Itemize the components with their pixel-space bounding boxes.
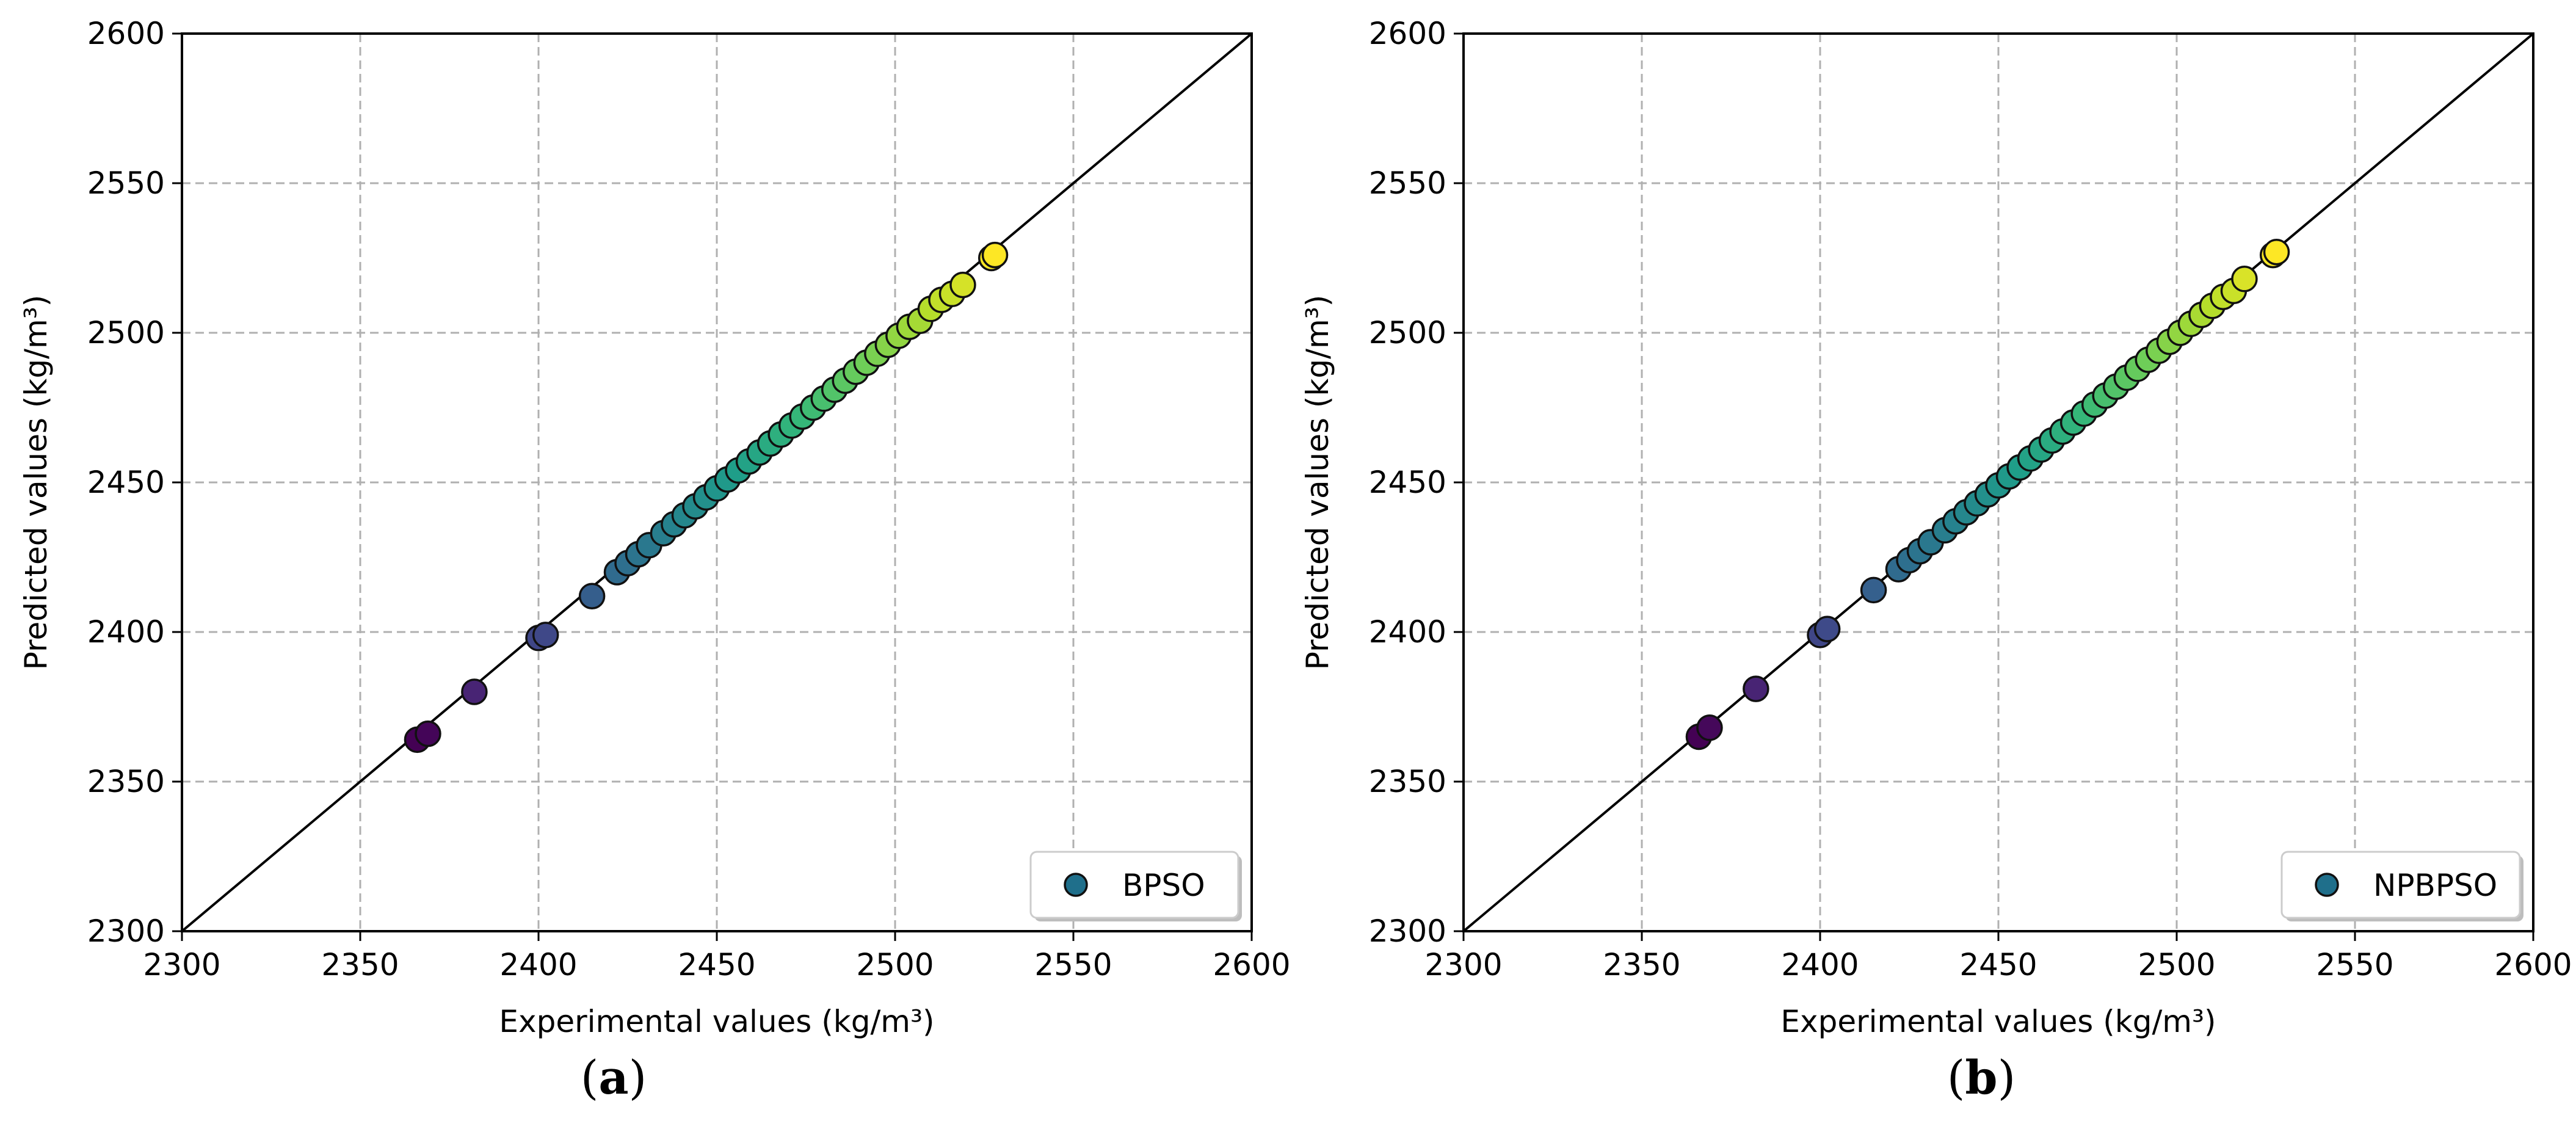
- panel-a-xtick-label-3: 2450: [678, 947, 755, 983]
- panel-b-ytick-label-5: 2550: [1369, 165, 1446, 201]
- panel-a-ytick-label-1: 2350: [87, 764, 165, 799]
- panel-a-chart: 2300 2350 2400 2450 2500 2550 2600 2300 2350 2400…: [18, 16, 1291, 1039]
- panel-b-xtick-label-4: 2500: [2138, 947, 2215, 983]
- caption-a-close: ): [628, 1050, 647, 1105]
- panel-b-ytick-label-0: 2300: [1369, 914, 1446, 949]
- panel-b-legend: NPBPSO: [2280, 851, 2523, 921]
- panel-caption-a: (a): [581, 1050, 647, 1105]
- panel-caption-b: (b): [1947, 1050, 2015, 1105]
- panel-a-ytick-label-2: 2400: [87, 614, 165, 650]
- panel-a-legend-marker: [1064, 873, 1088, 897]
- panel-b-point-40: [2263, 238, 2290, 266]
- caption-a-letter: a: [598, 1050, 629, 1105]
- panel-a-x-axis-title: Experimental values (kg/m³): [499, 1004, 934, 1039]
- panel-a-point-40: [981, 241, 1009, 269]
- panel-a-point-2: [461, 678, 488, 705]
- panel-b-y-axis-title: Predicted values (kg/m³): [1300, 295, 1335, 670]
- panel-a-legend: BPSO: [1029, 851, 1242, 921]
- panel-b-xtick-label-0: 2300: [1424, 947, 1502, 983]
- panel-b-ytick-label-6: 2600: [1369, 16, 1446, 51]
- panel-b-ytick-label-3: 2450: [1369, 465, 1446, 500]
- panel-a-ytick-label-4: 2500: [87, 315, 165, 351]
- panel-a-xtick-label-1: 2350: [321, 947, 399, 983]
- panel-a-xtick-label-0: 2300: [143, 947, 220, 983]
- panel-b-point-5: [1860, 576, 1887, 604]
- panel-a-ytick-label-6: 2600: [87, 16, 165, 51]
- panel-b-xtick-label-6: 2600: [2494, 947, 2572, 983]
- panel-b-point-4: [1813, 616, 1841, 642]
- panel-a-xtick-label-5: 2550: [1034, 947, 1112, 983]
- panel-a-point-5: [578, 583, 606, 609]
- panel-a-point-38: [949, 271, 976, 299]
- panel-b-xtick-label-3: 2450: [1959, 947, 2037, 983]
- panel-a-ytick-label-5: 2550: [87, 165, 165, 201]
- panel-a-ytick-label-0: 2300: [87, 914, 165, 949]
- panel-b-ytick-label-4: 2500: [1369, 315, 1446, 351]
- panel-a-xtick-label-6: 2600: [1213, 947, 1290, 983]
- panel-a-legend-label: BPSO: [1122, 868, 1205, 903]
- panel-b-x-axis-title: Experimental values (kg/m³): [1780, 1004, 2216, 1039]
- panel-b-legend-marker: [2315, 873, 2339, 897]
- panel-b-ytick-label-2: 2400: [1369, 614, 1446, 650]
- panel-b-point-1: [1696, 714, 1723, 741]
- panel-b-point-2: [1743, 675, 1769, 702]
- caption-b-letter: b: [1965, 1050, 1998, 1105]
- panel-b-legend-box: [2280, 851, 2521, 919]
- caption-b-open: (: [1947, 1050, 1965, 1105]
- panel-b-xtick-label-2: 2400: [1781, 947, 1859, 983]
- panel-b-point-38: [2231, 266, 2258, 292]
- caption-b-close: ): [1997, 1050, 2016, 1105]
- panel-a-y-axis-title: Predicted values (kg/m³): [18, 295, 54, 670]
- caption-a-open: (: [580, 1050, 599, 1105]
- panel-a-legend-box: [1029, 851, 1239, 919]
- panel-a-point-4: [532, 622, 559, 648]
- panel-a-xtick-label-2: 2400: [499, 947, 577, 983]
- panel-b-xtick-label-1: 2350: [1603, 947, 1680, 983]
- panel-b-chart: 2300 2350 2400 2450 2500 2550 2600 2300 2350 2400…: [1300, 16, 2572, 1039]
- panel-a-point-1: [415, 720, 441, 747]
- panel-b-ytick-label-1: 2350: [1369, 764, 1446, 799]
- panel-b-xtick-label-5: 2550: [2316, 947, 2393, 983]
- panel-a-xtick-label-4: 2500: [856, 947, 934, 983]
- panel-b-legend-label: NPBPSO: [2373, 868, 2497, 903]
- panel-a-ytick-label-3: 2450: [87, 465, 165, 500]
